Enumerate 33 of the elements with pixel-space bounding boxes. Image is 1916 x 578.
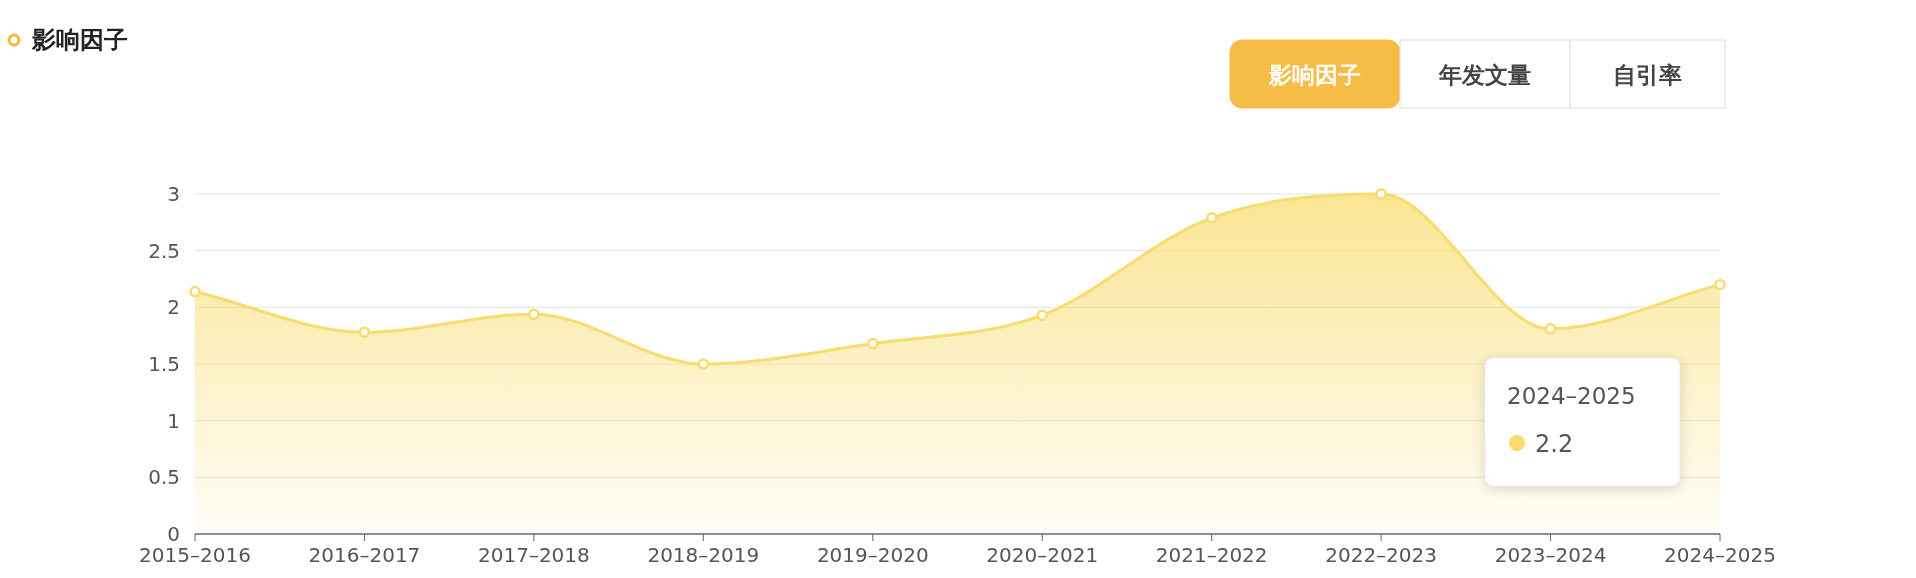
annotation: 2.2	[1535, 430, 1574, 458]
point	[528, 308, 540, 320]
point	[1714, 278, 1726, 291]
point	[1036, 309, 1048, 322]
y-tick-label: 2.5	[148, 238, 180, 263]
x-tick-label: 2015–2016	[139, 543, 251, 567]
y-tick-label: 1.5	[148, 352, 180, 376]
y-tick-label: 0.5	[148, 465, 180, 490]
y-tick-label: 3	[167, 182, 180, 206]
y-tick-label: 1	[167, 408, 180, 433]
x-tick-label: 2017–2018	[477, 543, 590, 567]
y-tick-label: 2	[167, 295, 180, 320]
text: 影响因子	[1268, 62, 1361, 88]
x-tick-label: 2016–2017	[308, 543, 421, 567]
point	[189, 285, 201, 298]
x-tick-label: 2018–2019	[647, 543, 760, 567]
point	[358, 326, 371, 339]
point	[1544, 323, 1557, 335]
x-tick-label: 2019–2020	[816, 543, 929, 567]
chart-title: 影响因子	[31, 26, 128, 54]
y-tick-label: 0	[167, 522, 180, 546]
x-tick-label: 2021–2022	[1155, 543, 1268, 567]
point	[1205, 212, 1218, 224]
x-tick-label: 2024–2025	[1664, 543, 1776, 567]
point	[867, 337, 879, 350]
text: 自引率	[1613, 62, 1682, 88]
x-tick-label: 2023–2024	[1494, 543, 1607, 567]
text: 年发文量	[1438, 62, 1531, 88]
point	[1375, 188, 1387, 200]
x-tick-label: 2022–2023	[1325, 543, 1438, 567]
point	[697, 358, 710, 370]
x-tick-label: 2020–2021	[986, 543, 1099, 567]
annotation: 2024–2025	[1507, 383, 1636, 409]
